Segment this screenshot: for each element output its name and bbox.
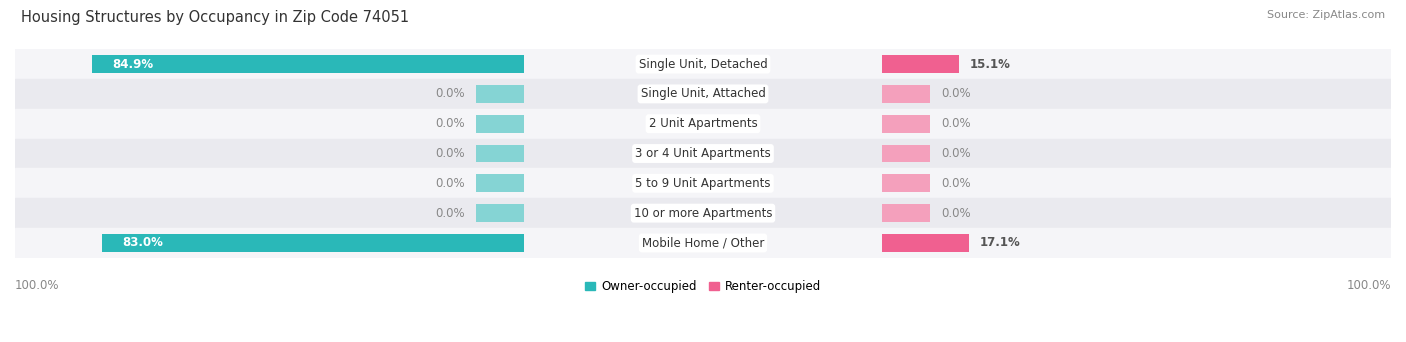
- Bar: [15, 109, 1391, 139]
- Text: 100.0%: 100.0%: [1347, 279, 1391, 292]
- Text: Single Unit, Detached: Single Unit, Detached: [638, 57, 768, 70]
- Bar: [15, 198, 1391, 228]
- Bar: [15, 228, 1391, 258]
- Legend: Owner-occupied, Renter-occupied: Owner-occupied, Renter-occupied: [579, 275, 827, 298]
- Bar: [477, 115, 524, 133]
- Bar: [15, 79, 1391, 109]
- Text: 0.0%: 0.0%: [436, 177, 465, 190]
- Text: 15.1%: 15.1%: [970, 57, 1011, 70]
- Bar: [15, 49, 1391, 79]
- Bar: [15, 139, 1391, 169]
- Bar: [477, 85, 524, 103]
- Text: 2 Unit Apartments: 2 Unit Apartments: [648, 117, 758, 130]
- Bar: [101, 234, 524, 252]
- Text: 3 or 4 Unit Apartments: 3 or 4 Unit Apartments: [636, 147, 770, 160]
- Text: 83.0%: 83.0%: [122, 236, 163, 249]
- Text: 84.9%: 84.9%: [112, 57, 153, 70]
- Bar: [882, 174, 929, 192]
- Text: 0.0%: 0.0%: [941, 117, 970, 130]
- Text: Source: ZipAtlas.com: Source: ZipAtlas.com: [1267, 10, 1385, 20]
- Bar: [477, 204, 524, 222]
- Bar: [91, 55, 524, 73]
- Text: Housing Structures by Occupancy in Zip Code 74051: Housing Structures by Occupancy in Zip C…: [21, 10, 409, 25]
- Bar: [882, 145, 929, 162]
- Text: 0.0%: 0.0%: [436, 88, 465, 101]
- Text: 0.0%: 0.0%: [941, 177, 970, 190]
- Text: 0.0%: 0.0%: [436, 207, 465, 220]
- Text: 0.0%: 0.0%: [436, 147, 465, 160]
- Bar: [477, 174, 524, 192]
- Text: 17.1%: 17.1%: [980, 236, 1021, 249]
- Text: 0.0%: 0.0%: [941, 88, 970, 101]
- Text: Mobile Home / Other: Mobile Home / Other: [641, 236, 765, 249]
- Bar: [477, 145, 524, 162]
- Bar: [882, 55, 959, 73]
- Text: 0.0%: 0.0%: [941, 147, 970, 160]
- Bar: [882, 115, 929, 133]
- Text: 0.0%: 0.0%: [941, 207, 970, 220]
- Text: Single Unit, Attached: Single Unit, Attached: [641, 88, 765, 101]
- Bar: [15, 169, 1391, 198]
- Text: 5 to 9 Unit Apartments: 5 to 9 Unit Apartments: [636, 177, 770, 190]
- Bar: [882, 204, 929, 222]
- Text: 0.0%: 0.0%: [436, 117, 465, 130]
- Bar: [882, 85, 929, 103]
- Bar: [882, 234, 969, 252]
- Text: 10 or more Apartments: 10 or more Apartments: [634, 207, 772, 220]
- Text: 100.0%: 100.0%: [15, 279, 59, 292]
